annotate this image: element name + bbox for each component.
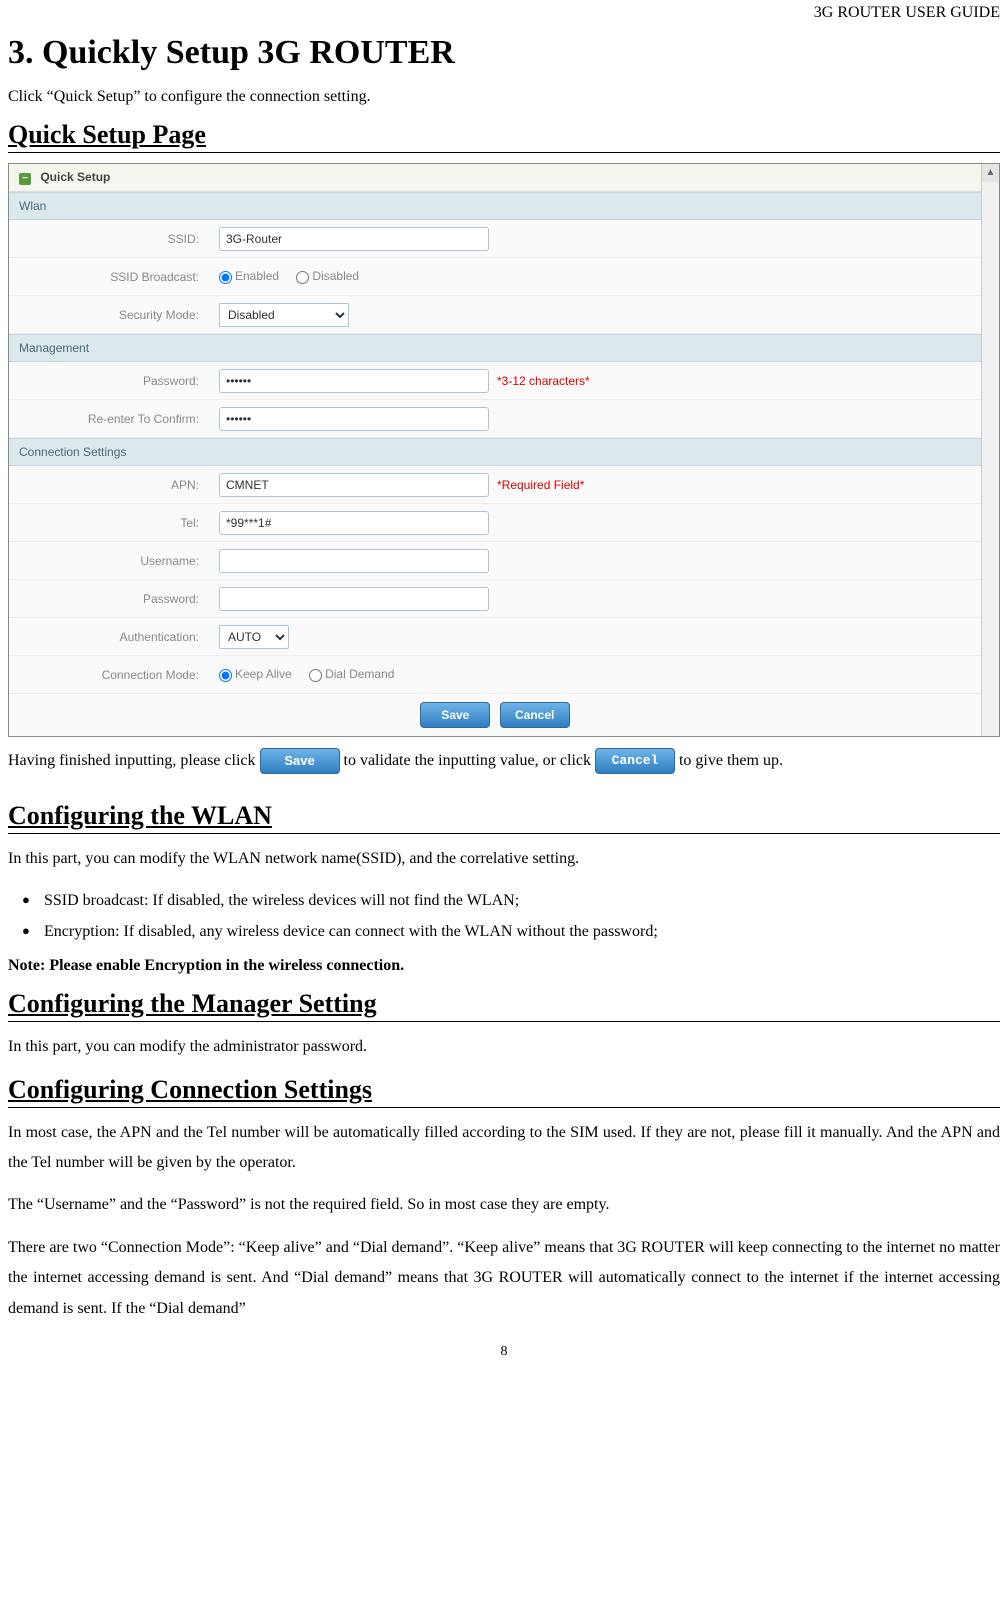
dial-demand-text: Dial Demand [325, 667, 394, 681]
security-mode-select[interactable]: Disabled [219, 303, 349, 327]
tel-label: Tel: [9, 508, 209, 538]
section-configuring-connection: Configuring Connection Settings [8, 1075, 1000, 1108]
header-guide-label: 3G ROUTER USER GUIDE [8, 0, 1000, 26]
ssid-label: SSID: [9, 224, 209, 254]
after-screenshot-text: Having finished inputting, please click … [8, 745, 1000, 777]
scrollbar[interactable]: ▲ [981, 164, 999, 736]
keep-alive-option[interactable]: Keep Alive [219, 667, 292, 681]
auth-select[interactable]: AUTO [219, 625, 289, 649]
password-hint: *3-12 characters* [497, 374, 590, 388]
inline-cancel-button: Cancel [595, 748, 675, 774]
collapse-icon[interactable]: − [19, 173, 31, 185]
panel-quick-setup-header[interactable]: − Quick Setup [9, 164, 981, 192]
conn-mode-label: Connection Mode: [9, 660, 209, 690]
conn-password-label: Password: [9, 584, 209, 614]
apn-label: APN: [9, 470, 209, 500]
mgmt-confirm-label: Re-enter To Confirm: [9, 404, 209, 434]
keep-alive-text: Keep Alive [235, 667, 292, 681]
save-button[interactable]: Save [420, 702, 490, 728]
apn-input[interactable] [219, 473, 489, 497]
apn-hint: *Required Field* [497, 478, 584, 492]
mgmt-confirm-input[interactable] [219, 407, 489, 431]
cancel-button[interactable]: Cancel [500, 702, 570, 728]
dial-demand-option[interactable]: Dial Demand [309, 667, 394, 681]
security-mode-label: Security Mode: [9, 300, 209, 330]
mgmt-password-input[interactable] [219, 369, 489, 393]
conn-para2: The “Username” and the “Password” is not… [8, 1190, 1000, 1220]
auth-label: Authentication: [9, 622, 209, 652]
row-conn-password: Password: [9, 580, 981, 618]
section-quick-setup-page: Quick Setup Page [8, 120, 1000, 153]
ssid-input[interactable] [219, 227, 489, 251]
quick-setup-screenshot: ▲ − Quick Setup Wlan SSID: SSID Broadcas… [8, 163, 1000, 737]
keep-alive-radio[interactable] [219, 669, 232, 682]
conn-username-input[interactable] [219, 549, 489, 573]
wlan-header: Wlan [9, 192, 981, 220]
disabled-text: Disabled [312, 269, 359, 283]
ssid-broadcast-label: SSID Broadcast: [9, 262, 209, 292]
wlan-para: In this part, you can modify the WLAN ne… [8, 844, 1000, 874]
row-security-mode: Security Mode: Disabled [9, 296, 981, 334]
row-conn-mode: Connection Mode: Keep Alive Dial Demand [9, 656, 981, 694]
panel-title-text: Quick Setup [40, 170, 110, 184]
row-mgmt-confirm: Re-enter To Confirm: [9, 400, 981, 438]
row-auth: Authentication: AUTO [9, 618, 981, 656]
tel-input[interactable] [219, 511, 489, 535]
management-header: Management [9, 334, 981, 362]
ssid-broadcast-disabled-option[interactable]: Disabled [296, 269, 359, 283]
conn-username-label: Username: [9, 546, 209, 576]
after-p3: to give them up. [679, 752, 783, 769]
manager-para: In this part, you can modify the adminis… [8, 1032, 1000, 1062]
wlan-bullets: SSID broadcast: If disabled, the wireles… [8, 886, 1000, 947]
row-apn: APN: *Required Field* [9, 466, 981, 504]
page-number: 8 [8, 1344, 1000, 1360]
dial-demand-radio[interactable] [309, 669, 322, 682]
connection-settings-header: Connection Settings [9, 438, 981, 466]
wlan-bullet-encryption: Encryption: If disabled, any wireless de… [8, 917, 1000, 947]
button-bar: Save Cancel [9, 694, 981, 736]
intro-text: Click “Quick Setup” to configure the con… [8, 88, 1000, 106]
row-conn-username: Username: [9, 542, 981, 580]
mgmt-password-label: Password: [9, 366, 209, 396]
ssid-broadcast-enabled-radio[interactable] [219, 271, 232, 284]
ssid-broadcast-enabled-option[interactable]: Enabled [219, 269, 279, 283]
wlan-note: Note: Please enable Encryption in the wi… [8, 957, 1000, 975]
conn-para1: In most case, the APN and the Tel number… [8, 1118, 1000, 1179]
row-ssid: SSID: [9, 220, 981, 258]
enabled-text: Enabled [235, 269, 279, 283]
conn-para3: There are two “Connection Mode”: “Keep a… [8, 1233, 1000, 1324]
row-tel: Tel: [9, 504, 981, 542]
ssid-broadcast-disabled-radio[interactable] [296, 271, 309, 284]
wlan-bullet-ssid-broadcast: SSID broadcast: If disabled, the wireles… [8, 886, 1000, 916]
after-p1: Having finished inputting, please click [8, 752, 260, 769]
scroll-up-icon[interactable]: ▲ [982, 164, 999, 182]
row-ssid-broadcast: SSID Broadcast: Enabled Disabled [9, 258, 981, 296]
after-p2: to validate the inputting value, or clic… [344, 752, 595, 769]
conn-password-input[interactable] [219, 587, 489, 611]
section-configuring-manager: Configuring the Manager Setting [8, 989, 1000, 1022]
inline-save-button: Save [260, 748, 340, 774]
row-mgmt-password: Password: *3-12 characters* [9, 362, 981, 400]
page-title: 3. Quickly Setup 3G ROUTER [8, 34, 1000, 72]
section-configuring-wlan: Configuring the WLAN [8, 801, 1000, 834]
